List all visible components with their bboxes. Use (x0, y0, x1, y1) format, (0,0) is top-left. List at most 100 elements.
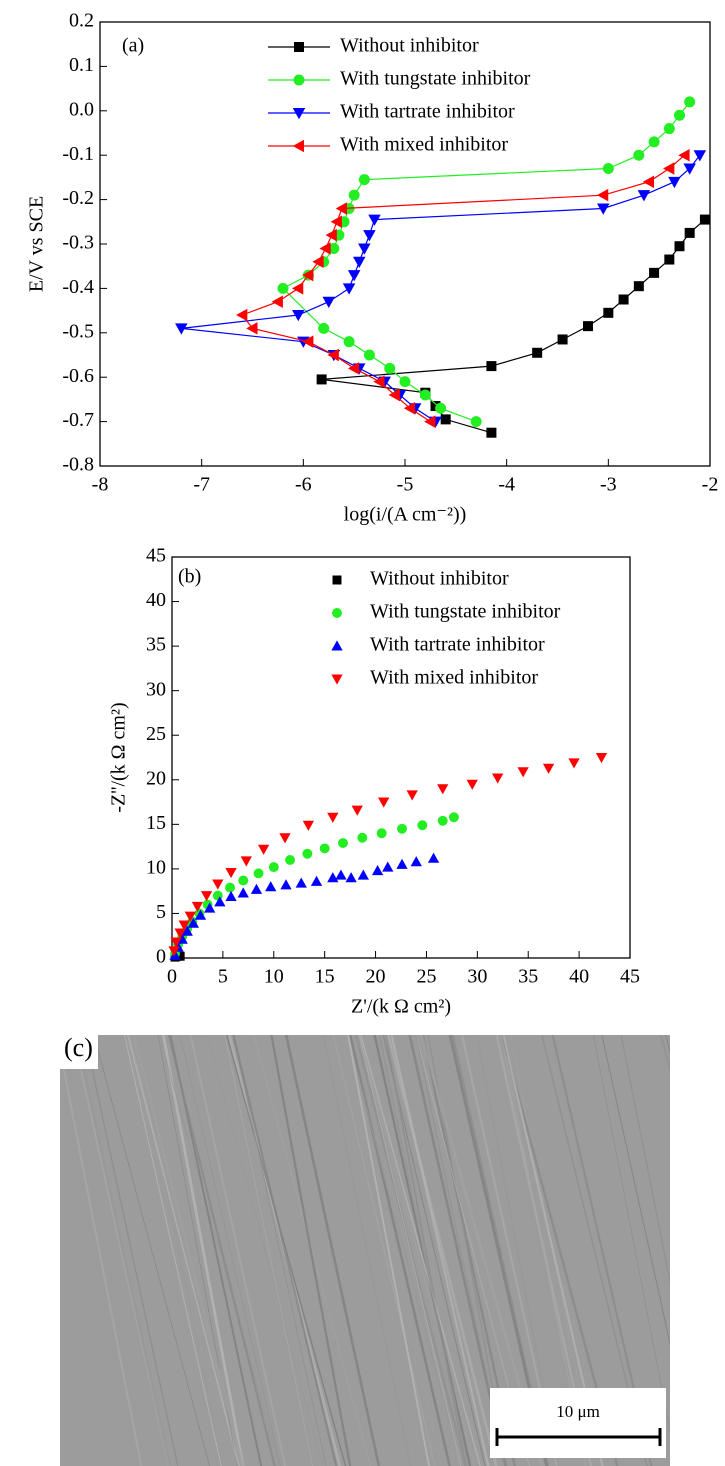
streak (232, 1035, 327, 1466)
legend-marker (332, 575, 342, 585)
marker (342, 283, 356, 295)
marker (466, 779, 478, 790)
marker (175, 323, 188, 335)
streak (206, 1035, 324, 1466)
legend-label: With mixed inhibitor (370, 667, 538, 689)
x-tick-label: 10 (264, 966, 284, 988)
legend-label: With tartrate inhibitor (340, 101, 515, 123)
marker (684, 96, 696, 108)
marker (699, 214, 710, 225)
marker (648, 136, 660, 148)
streak (689, 1035, 725, 1466)
streak (332, 1035, 436, 1466)
marker (302, 268, 314, 282)
marker (430, 401, 441, 412)
y-tick-label: -0.6 (62, 365, 94, 387)
marker (373, 375, 385, 388)
marker (397, 823, 407, 834)
x-tick-label: 30 (467, 966, 487, 988)
legend-marker (292, 139, 304, 153)
marker (187, 917, 199, 928)
x-tick-label: -3 (600, 474, 617, 496)
marker (406, 790, 418, 801)
streak (358, 1035, 476, 1466)
x-tick-label: 25 (416, 966, 436, 988)
streak (346, 1035, 462, 1466)
streak (665, 1035, 670, 1055)
marker (184, 911, 196, 922)
marker (618, 294, 629, 305)
streak (84, 1035, 179, 1466)
marker (674, 241, 685, 252)
marker (371, 865, 384, 876)
streak (93, 1035, 210, 1466)
marker (191, 901, 204, 912)
streak (60, 1044, 143, 1466)
marker (292, 310, 305, 322)
y-tick-label: 25 (146, 723, 166, 745)
marker (440, 414, 451, 425)
marker (376, 828, 387, 839)
marker (663, 162, 675, 175)
marker (174, 928, 186, 939)
marker (318, 322, 330, 334)
marker (325, 228, 337, 242)
streak (346, 1035, 443, 1466)
marker (642, 175, 654, 189)
marker (345, 872, 357, 883)
marker (417, 820, 428, 831)
marker (330, 215, 342, 229)
marker (363, 349, 375, 361)
streak (378, 1035, 469, 1466)
streak (284, 1035, 381, 1466)
y-tick-label: -0.8 (62, 454, 94, 476)
marker (358, 174, 370, 186)
legend-label: Without inhibitor (340, 35, 479, 57)
streak (347, 1035, 430, 1466)
x-tick-label: -7 (193, 474, 210, 496)
marker (382, 861, 394, 872)
x-axis-label: Z'/(k Ω cm²) (351, 996, 451, 1018)
marker (319, 843, 330, 854)
streak (354, 1035, 467, 1466)
series-line (181, 154, 701, 423)
marker (302, 820, 315, 831)
streak (382, 1035, 486, 1466)
y-tick-label: 30 (146, 678, 166, 700)
legend-marker (292, 108, 306, 120)
marker (486, 361, 497, 372)
marker (368, 214, 381, 226)
marker (316, 374, 327, 385)
legend-marker (294, 42, 304, 52)
marker (170, 937, 182, 948)
marker (435, 402, 447, 414)
streak (74, 1035, 172, 1466)
marker (363, 230, 376, 242)
panel-label: (c) (64, 1033, 93, 1062)
marker (347, 362, 360, 375)
streak (358, 1035, 462, 1466)
marker (424, 415, 436, 428)
y-axis-label: E/V vs SCE (26, 196, 48, 292)
marker (292, 282, 304, 295)
y-tick-label: 10 (146, 856, 166, 878)
marker (327, 812, 339, 823)
marker (240, 856, 252, 867)
streak (128, 1035, 239, 1466)
marker (603, 307, 614, 318)
y-tick-label: -0.5 (62, 320, 94, 342)
streak (387, 1035, 498, 1466)
marker (486, 427, 497, 438)
x-tick-label: -4 (498, 474, 515, 496)
marker (427, 852, 440, 863)
y-tick-label: -0.1 (62, 143, 94, 165)
streak (713, 1035, 725, 1466)
legend-marker (331, 674, 343, 685)
x-tick-label: -6 (295, 474, 312, 496)
marker (517, 767, 529, 778)
y-tick-label: 0.1 (69, 54, 94, 76)
marker (602, 163, 614, 175)
series-line (241, 154, 685, 423)
streak (161, 1035, 245, 1466)
